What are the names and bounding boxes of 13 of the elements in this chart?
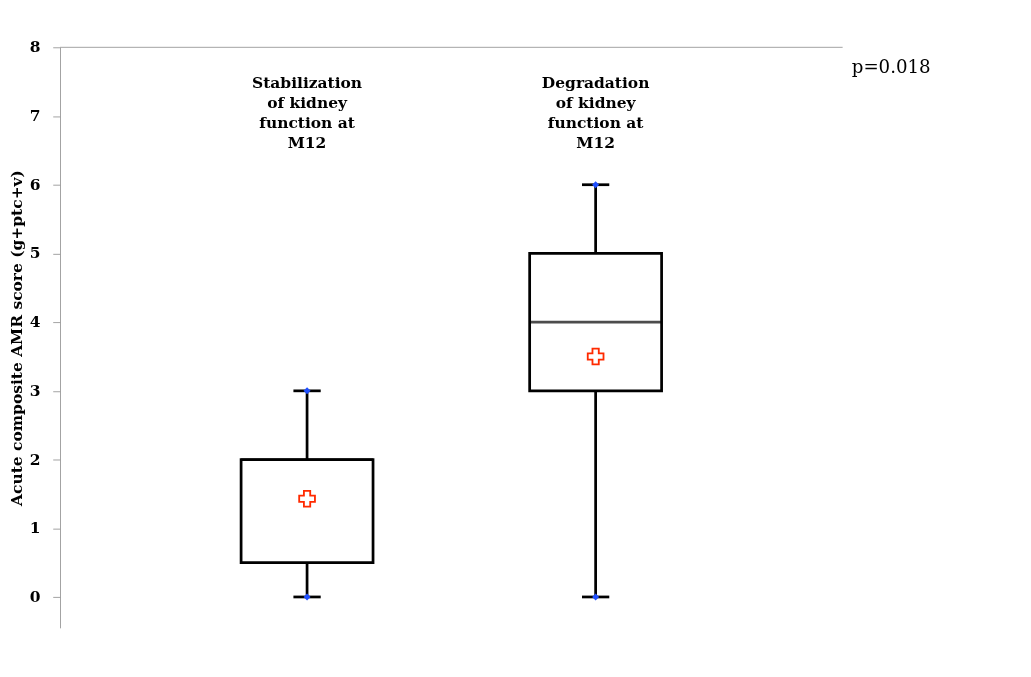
y-tick-label: 3 [29,380,41,400]
x-tick-label: Stabilization of kidney function at M12 [252,73,363,153]
y-tick-label: 0 [29,586,41,606]
y-tick-label: 8 [29,37,41,57]
x-tick-label: Degradation of kidney function at M12 [541,73,650,153]
y-tick-label: 1 [29,518,41,538]
y-tick-label: 4 [29,312,41,332]
y-axis-title: Acute composite AMR score (g+ptc+v) [7,170,27,507]
text: p=0.018 [851,55,931,77]
y-tick-label: 2 [29,449,41,469]
y-tick-label: 6 [29,174,41,194]
y-tick-label: 5 [29,243,41,263]
y-tick-label: 7 [29,106,41,126]
